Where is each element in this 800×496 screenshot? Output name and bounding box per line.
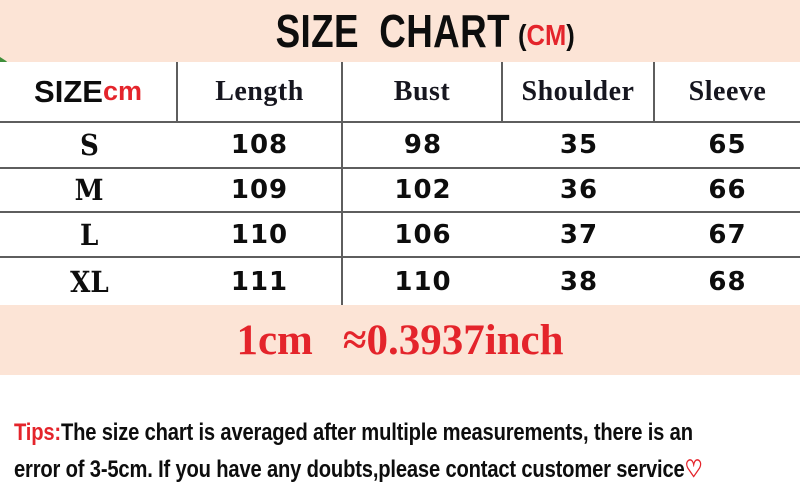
title-unit-close-paren: ) bbox=[566, 19, 575, 52]
page-title: SIZE CHART bbox=[275, 5, 511, 57]
table-row-s-size: S bbox=[0, 123, 178, 169]
table-row-xl-sleeve: 68 bbox=[708, 266, 747, 297]
table-row-l-length: 110 bbox=[178, 213, 343, 258]
table-row-m-sleeve: 66 bbox=[655, 169, 800, 213]
tips-label: Tips: bbox=[14, 419, 61, 446]
size-label-xl: XL bbox=[69, 264, 109, 299]
table-row-s-bust: 98 bbox=[343, 123, 503, 169]
table-row-m-bust: 102 bbox=[343, 169, 503, 213]
tips-line-2: error of 3-5cm. If you have any doubts,p… bbox=[14, 451, 703, 488]
conversion-band: 1cm ≈0.3937inch bbox=[0, 305, 800, 375]
table-row-s-sleeve: 65 bbox=[655, 123, 800, 169]
title-unit: (CM) bbox=[518, 19, 575, 52]
table-row-xl-length: 111 bbox=[178, 258, 343, 305]
title-unit-cm: CM bbox=[526, 19, 567, 52]
conversion-right: ≈0.3937inch bbox=[342, 316, 564, 364]
tips-text-line1: The size chart is averaged after multipl… bbox=[60, 419, 693, 446]
table-row-xl-size: XL bbox=[0, 258, 178, 305]
table-row-xl-shoulder: 38 bbox=[559, 266, 599, 297]
size-header-unit: cm bbox=[102, 76, 142, 106]
table-row-m-size: M bbox=[0, 169, 178, 213]
conversion-left: 1cm bbox=[236, 316, 313, 364]
tips-section: Tips:The size chart is averaged after mu… bbox=[14, 414, 800, 488]
tips-text-line2: error of 3-5cm. If you have any doubts,p… bbox=[14, 456, 685, 483]
title-unit-open-paren: ( bbox=[518, 19, 527, 52]
heart-icon: ♡ bbox=[684, 456, 703, 483]
stray-green-artifact bbox=[0, 57, 7, 66]
tips-line-1: Tips:The size chart is averaged after mu… bbox=[14, 414, 693, 451]
table-row-l-size: L bbox=[0, 213, 178, 258]
conversion-note: 1cm ≈0.3937inch bbox=[236, 316, 563, 365]
table-row-m-length: 109 bbox=[178, 169, 343, 213]
table-row-l-shoulder: 37 bbox=[503, 213, 655, 258]
table-row-xl-bust: 110 bbox=[394, 266, 452, 297]
column-header-length: Length bbox=[178, 62, 343, 123]
table-row-l-sleeve: 67 bbox=[655, 213, 800, 258]
size-label-m: M bbox=[74, 173, 104, 207]
column-header-sleeve: Sleeve bbox=[655, 62, 800, 123]
size-label-s: S bbox=[79, 128, 99, 162]
size-label-l: L bbox=[79, 217, 99, 252]
column-header-shoulder: Shoulder bbox=[503, 62, 655, 123]
table-row-l-bust: 106 bbox=[343, 213, 503, 258]
table-row-m-shoulder: 36 bbox=[503, 169, 655, 213]
table-row-s-shoulder: 35 bbox=[503, 123, 655, 169]
column-header-bust: Bust bbox=[343, 62, 503, 123]
title-band: SIZE CHART (CM) bbox=[0, 0, 800, 62]
table-row-s-length: 108 bbox=[178, 123, 343, 169]
column-header-size: SIZE cm bbox=[0, 62, 178, 123]
size-header-label: SIZE bbox=[34, 73, 103, 109]
size-table: SIZE cm Length Bust Shoulder Sleeve S 108… bbox=[0, 62, 800, 305]
